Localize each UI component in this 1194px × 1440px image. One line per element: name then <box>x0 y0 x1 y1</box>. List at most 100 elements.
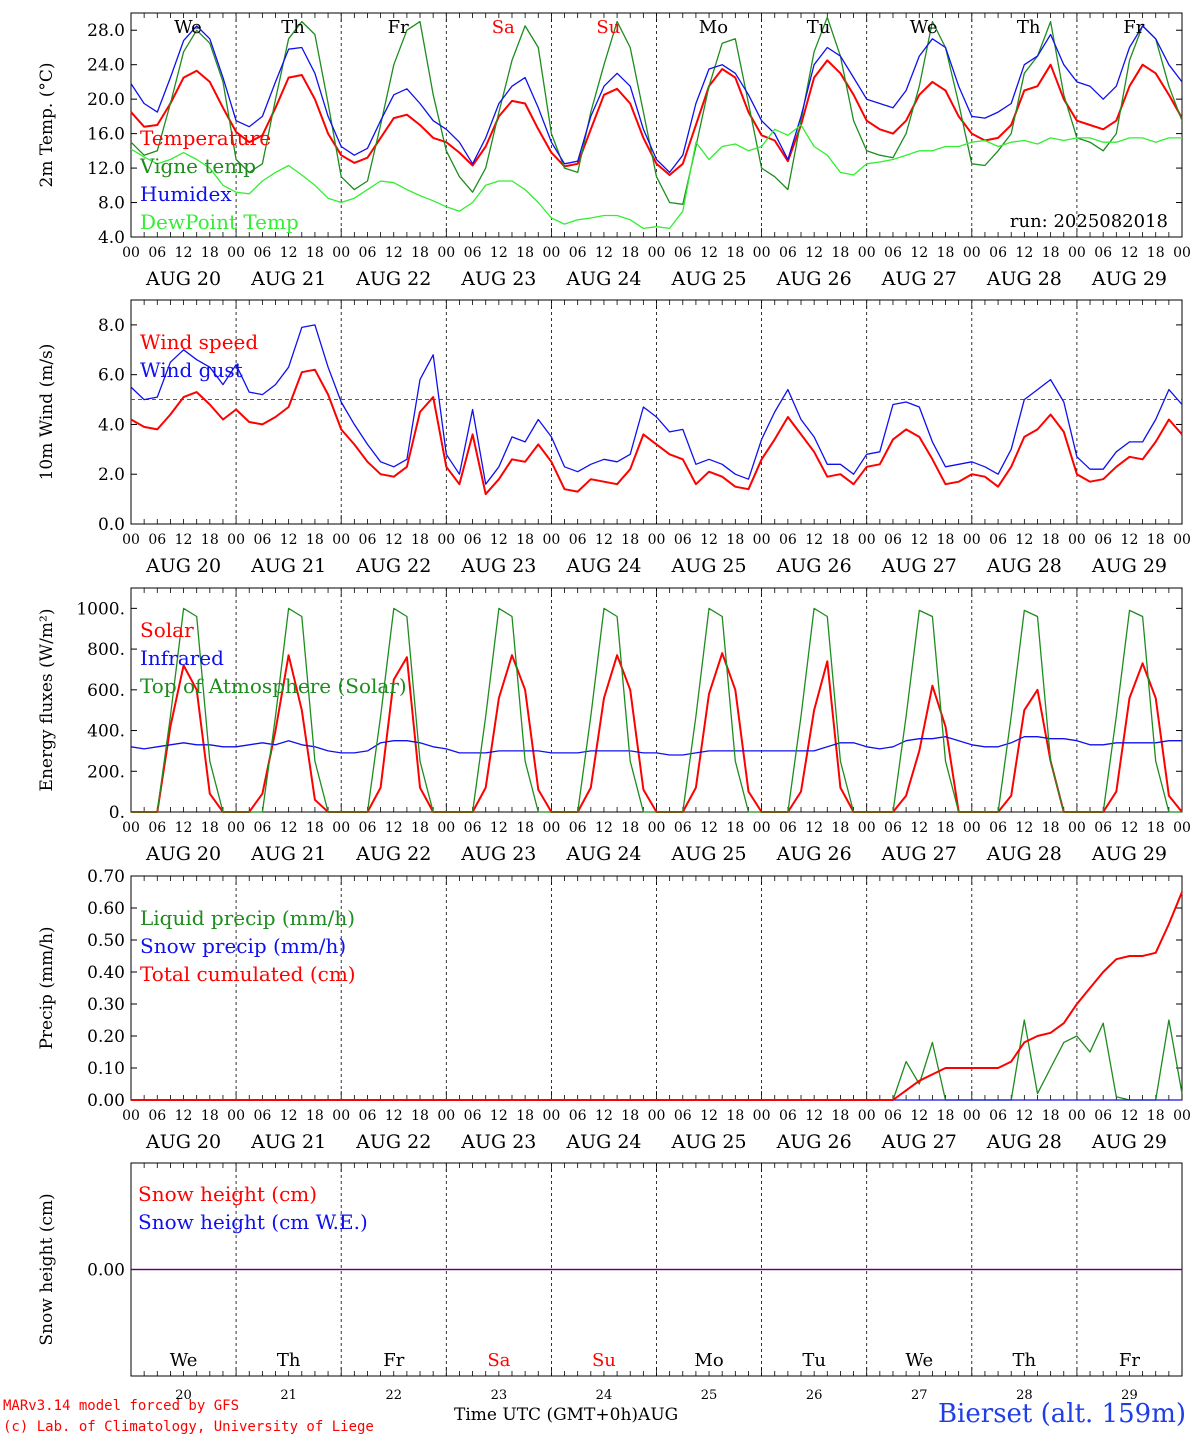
legend-entry: Snow precip (mm/h) <box>140 934 346 958</box>
date-label: AUG 29 <box>1091 268 1167 290</box>
legend-entry: Wind gust <box>140 358 243 382</box>
hour-label: 06 <box>253 245 271 261</box>
hour-label: 18 <box>1147 532 1165 548</box>
y-tick-label: 0.70 <box>87 867 125 887</box>
series-line-humidex <box>130 25 1183 174</box>
hour-label: 12 <box>175 532 193 548</box>
hour-label: 00 <box>753 245 771 261</box>
hour-label: 12 <box>595 1108 613 1124</box>
hour-label: 12 <box>385 532 403 548</box>
hour-label: 00 <box>542 820 560 836</box>
hour-label: 06 <box>884 1108 902 1124</box>
hour-label: 06 <box>569 532 587 548</box>
y-tick-label: 6.0 <box>98 366 125 386</box>
hour-label: 06 <box>989 532 1007 548</box>
weekday-label: Fr <box>1119 1350 1140 1371</box>
hour-label: 00 <box>437 532 455 548</box>
hour-label: 06 <box>359 245 377 261</box>
hour-label: 06 <box>989 245 1007 261</box>
hour-label: 12 <box>490 820 508 836</box>
series-line-total-cumulated-cm- <box>131 891 1183 1101</box>
hour-label: 00 <box>1068 245 1086 261</box>
date-label: AUG 28 <box>986 268 1062 290</box>
station-name: Bierset (alt. 159m) <box>937 1399 1186 1429</box>
weekday-label: Sa <box>487 1350 510 1371</box>
plot-frame <box>130 12 1183 238</box>
hour-label: 18 <box>306 532 324 548</box>
plot-frame <box>130 299 1183 525</box>
hour-label: 06 <box>359 1108 377 1124</box>
hour-label: 12 <box>280 1108 298 1124</box>
hour-label: 12 <box>595 245 613 261</box>
date-label: AUG 24 <box>565 268 641 290</box>
date-label: AUG 22 <box>355 1131 431 1153</box>
hour-label: 06 <box>148 820 166 836</box>
hour-label: 00 <box>227 245 245 261</box>
date-label: AUG 26 <box>776 555 852 577</box>
hour-label: 00 <box>858 532 876 548</box>
hour-label: 12 <box>490 1108 508 1124</box>
day-number-label: 28 <box>1016 1388 1033 1403</box>
hour-label: 18 <box>306 245 324 261</box>
hour-label: 06 <box>884 245 902 261</box>
panel-1 <box>130 12 1183 238</box>
date-label: AUG 25 <box>670 843 746 865</box>
weekday-label: Fr <box>388 17 409 38</box>
hour-label: 06 <box>569 1108 587 1124</box>
weekday-label: We <box>170 1350 198 1371</box>
hour-label: 18 <box>516 532 534 548</box>
hour-label: 00 <box>122 245 140 261</box>
date-label: AUG 23 <box>460 1131 536 1153</box>
hour-label: 18 <box>516 245 534 261</box>
hour-label: 18 <box>726 532 744 548</box>
hour-label: 00 <box>1173 820 1191 836</box>
legend-entry: Solar <box>140 618 194 642</box>
hour-label: 00 <box>332 1108 350 1124</box>
hour-label: 12 <box>1121 245 1139 261</box>
date-label: AUG 21 <box>250 1131 326 1153</box>
hour-label: 18 <box>937 820 955 836</box>
y-tick-label: 800. <box>87 640 125 660</box>
hour-label: 00 <box>227 820 245 836</box>
date-label: AUG 25 <box>670 268 746 290</box>
hour-label: 06 <box>148 245 166 261</box>
hour-label: 06 <box>674 532 692 548</box>
hour-label: 00 <box>332 820 350 836</box>
hour-label: 00 <box>1068 1108 1086 1124</box>
hour-label: 12 <box>595 532 613 548</box>
hour-label: 12 <box>700 820 718 836</box>
hour-label: 18 <box>1042 1108 1060 1124</box>
date-label: AUG 28 <box>986 555 1062 577</box>
hour-label: 12 <box>910 820 928 836</box>
hour-label: 12 <box>280 532 298 548</box>
date-label: AUG 29 <box>1091 555 1167 577</box>
series-line-wind-gust <box>130 324 1183 485</box>
date-label: AUG 23 <box>460 555 536 577</box>
hour-label: 06 <box>1094 245 1112 261</box>
hour-label: 12 <box>805 1108 823 1124</box>
date-label: AUG 26 <box>776 268 852 290</box>
date-label: AUG 29 <box>1091 1131 1167 1153</box>
legend-entry: Vigne temp <box>139 154 256 178</box>
y-tick-label: 0.50 <box>87 931 125 951</box>
hour-label: 18 <box>1042 245 1060 261</box>
y-tick-label: 16.0 <box>87 125 125 145</box>
y-axis-title: 10m Wind (m/s) <box>37 344 57 481</box>
y-tick-label: 0.0 <box>98 515 125 535</box>
hour-label: 00 <box>753 1108 771 1124</box>
hour-label: 00 <box>858 245 876 261</box>
date-label: AUG 25 <box>670 555 746 577</box>
hour-label: 00 <box>122 532 140 548</box>
hour-label: 12 <box>280 245 298 261</box>
y-axis-title: Precip (mm/h) <box>37 926 57 1049</box>
day-number-label: 20 <box>175 1388 192 1403</box>
hour-label: 12 <box>385 245 403 261</box>
hour-label: 18 <box>621 820 639 836</box>
y-tick-label: 12.0 <box>87 159 125 179</box>
hour-label: 00 <box>963 532 981 548</box>
hour-label: 12 <box>1015 245 1033 261</box>
weekday-label: Mo <box>694 1350 723 1371</box>
legend-entry: Total cumulated (cm) <box>140 962 356 986</box>
hour-label: 12 <box>490 245 508 261</box>
